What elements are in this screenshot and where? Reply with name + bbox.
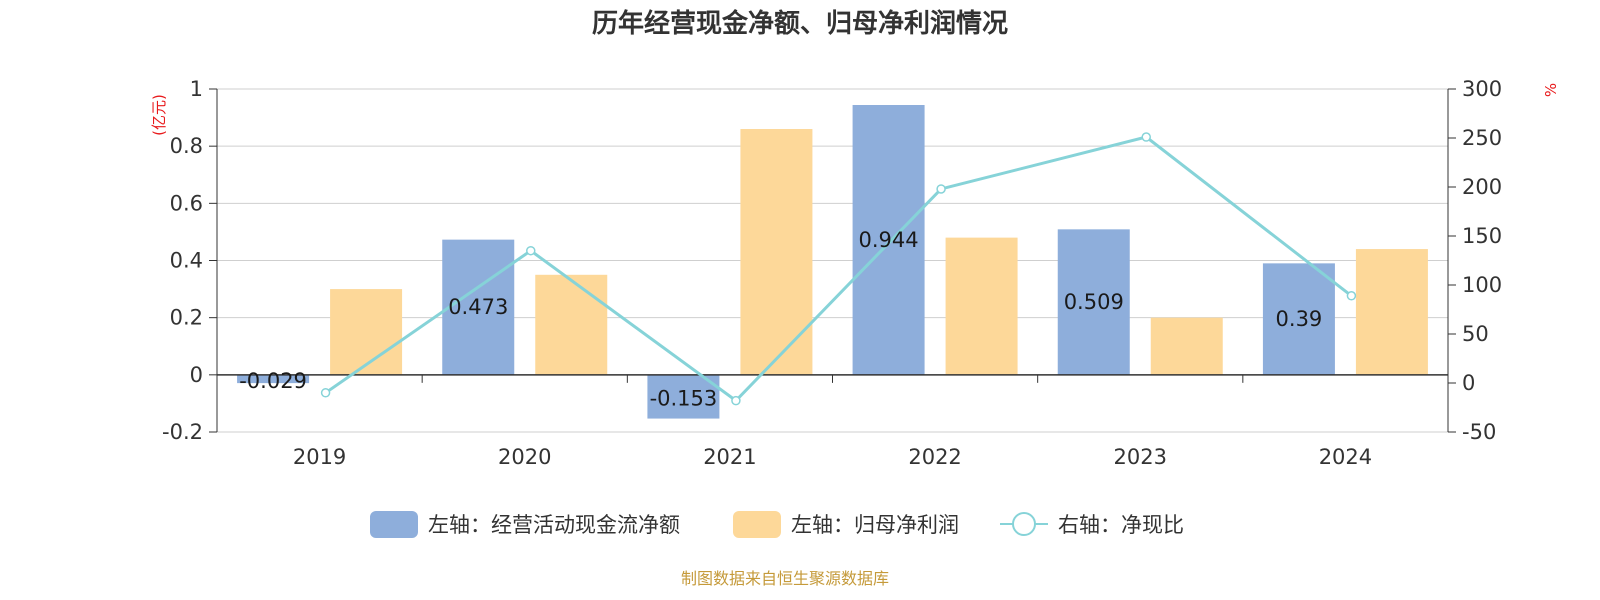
data-label: 0.39 [1276,307,1323,331]
line-point [526,245,536,256]
x-axis-tick-label: 2024 [1319,445,1372,469]
x-axis-tick-label: 2021 [703,445,756,469]
right-axis-tick-label: 150 [1462,224,1502,248]
legend-label: 右轴：净现比 [1058,513,1184,537]
left-axis-tick-label: 0.8 [170,134,203,158]
left-axis-unit: (亿元) [150,94,168,136]
bar-cashflow [237,374,310,384]
data-label: -0.153 [650,387,718,411]
bar-cashflow [1262,263,1335,375]
bar-cashflow [442,239,515,375]
right-axis-unit: % [1542,83,1560,97]
bar-netprofit [740,129,813,375]
left-axis-tick-label: 0 [190,363,203,387]
x-axis-tick-label: 2020 [498,445,551,469]
left-axis-tick-label: -0.2 [162,420,203,444]
bar-cashflow [647,374,720,419]
right-axis-tick-label: 250 [1462,126,1502,150]
x-axis-tick-label: 2022 [908,445,961,469]
data-labels: -0.029 0.473 -0.153 0.944 0.509 0.39 [239,228,1322,411]
legend-label: 左轴：经营活动现金流净额 [428,513,680,537]
right-axis-tick-label: 0 [1462,371,1475,395]
bar-cashflow [852,105,925,375]
chart-title: 历年经营现金净额、归母净利润情况 [592,8,1008,39]
source-note: 制图数据来自恒生聚源数据库 [681,569,889,588]
legend-swatch [733,511,781,538]
legend: 左轴：经营活动现金流净额 左轴：归母净利润 右轴：净现比 [370,511,1184,538]
line-point [320,388,331,398]
data-label: 0.944 [859,228,919,252]
data-label: -0.029 [239,369,307,393]
legend-marker [1012,512,1036,536]
data-label: 0.509 [1064,290,1124,314]
legend-label: 左轴：归母净利润 [791,513,959,537]
right-axis-tick-label: 50 [1462,322,1489,346]
line-point [1141,132,1151,142]
right-axis-tick-label: -50 [1462,420,1496,444]
bar-netprofit [1150,317,1223,375]
legend-swatch [370,511,418,538]
bar-netprofit [330,289,403,375]
line-point [731,395,741,406]
bar-netprofit [945,237,1018,375]
bars [237,105,1428,419]
bar-cashflow [1057,229,1130,375]
line-series [320,132,1357,406]
left-axis-tick-label: 0.4 [170,249,203,273]
line-point [936,184,946,194]
left-axis-tick-label: 0.6 [170,191,203,215]
right-axis-tick-label: 300 [1462,77,1502,101]
bar-netprofit [535,274,608,375]
left-axis-tick-label: 0.2 [170,306,203,330]
data-label: 0.473 [448,295,508,319]
line-jingxianbi [324,135,1353,403]
right-axis-tick-label: 100 [1462,273,1502,297]
x-axis-tick-label: 2019 [293,445,346,469]
left-axis-tick-label: 1 [190,77,203,101]
axes: -0.2 0 0.2 0.4 0.6 0.8 1 -50 0 50 100 150 200 250 300 2… [162,77,1502,469]
bar-netprofit [1355,249,1428,375]
x-axis-tick-label: 2023 [1114,445,1167,469]
line-point [1346,291,1357,301]
right-axis-tick-label: 200 [1462,175,1502,199]
